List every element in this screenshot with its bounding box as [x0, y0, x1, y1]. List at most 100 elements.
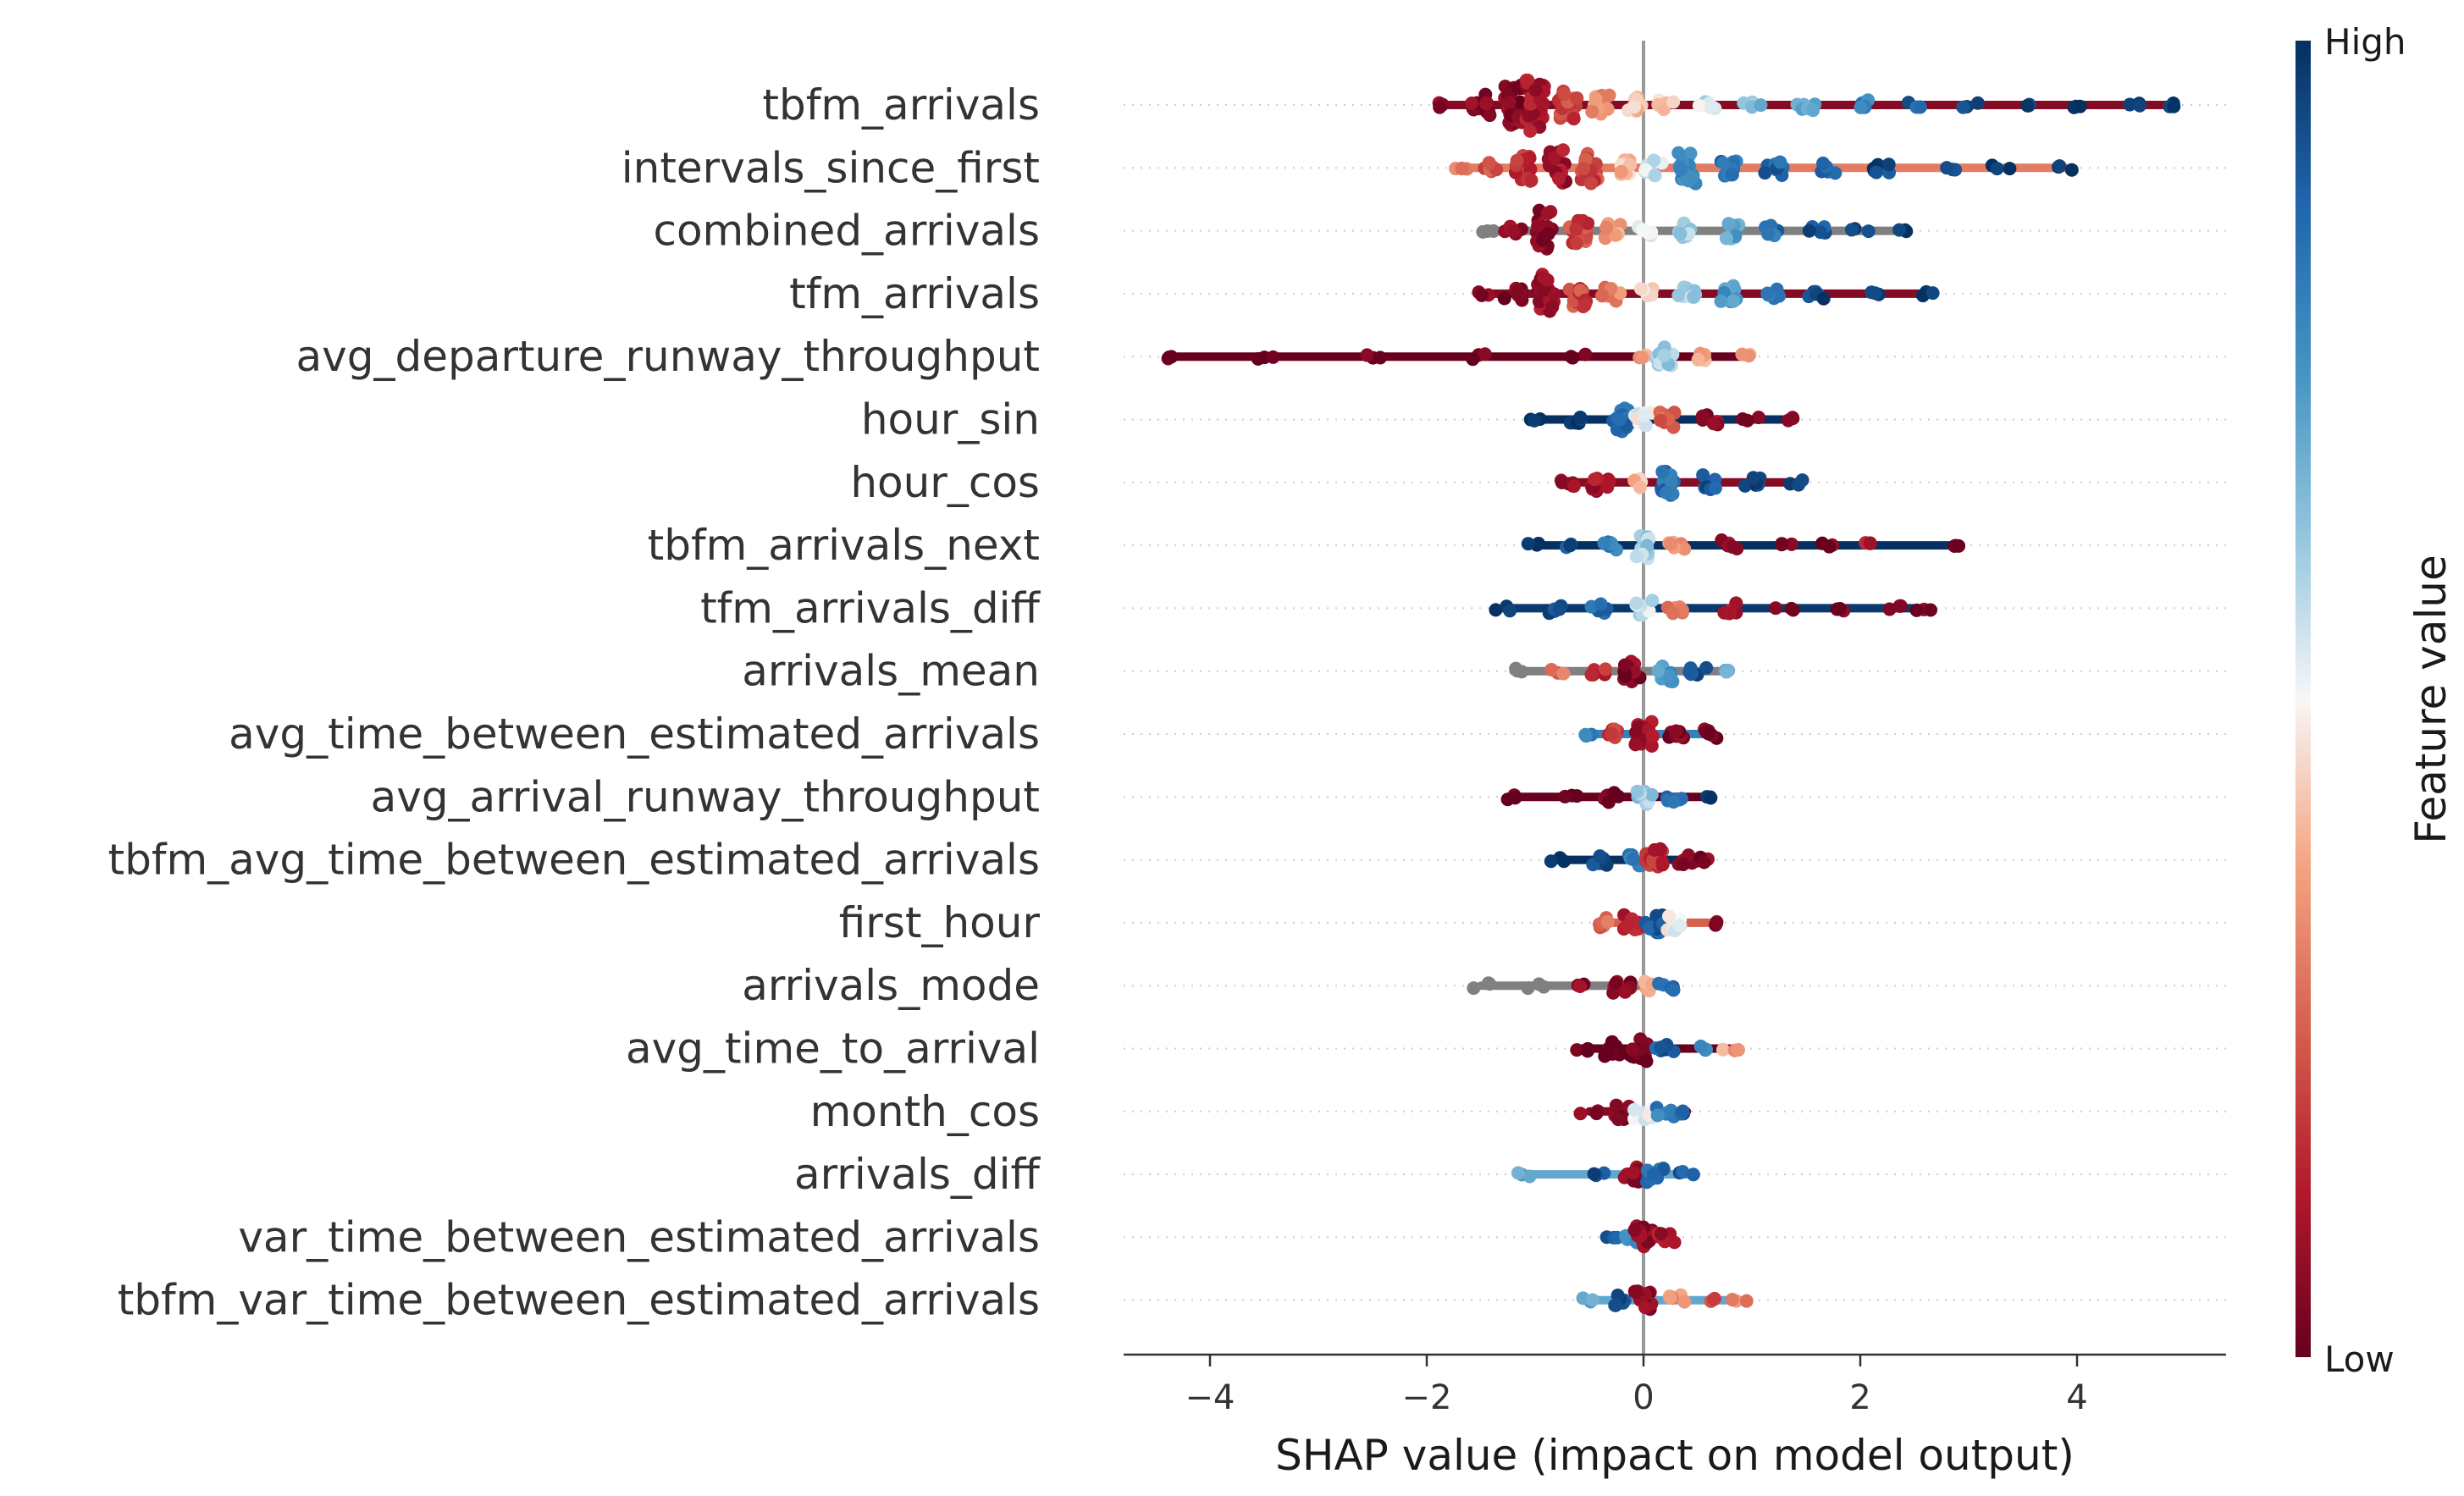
- shap-point: [1816, 156, 1831, 170]
- shap-point: [1633, 1032, 1648, 1046]
- shap-point: [1598, 662, 1612, 676]
- shap-point: [1566, 479, 1581, 494]
- feature-label: first_hour: [839, 898, 1041, 947]
- shap-point: [1601, 795, 1616, 809]
- shap-point: [1627, 1223, 1642, 1237]
- shap-point: [1642, 921, 1656, 936]
- shap-point: [2167, 99, 2181, 113]
- shap-point: [1738, 478, 1752, 493]
- shap-point: [1692, 98, 1706, 113]
- shap-point: [1650, 1108, 1665, 1123]
- shap-point: [1618, 985, 1633, 999]
- shap-point: [1676, 857, 1690, 871]
- shap-point: [1683, 661, 1698, 676]
- shap-point: [1523, 124, 1538, 138]
- shap-point: [1465, 96, 1479, 110]
- shap-points: [1161, 73, 2181, 1317]
- feature-label: avg_departure_runway_throughput: [296, 332, 1040, 381]
- shap-point: [1608, 228, 1622, 242]
- shap-point: [1618, 669, 1633, 683]
- shap-point: [1646, 1168, 1660, 1182]
- shap-point: [1524, 174, 1539, 188]
- shap-point: [1956, 100, 1970, 114]
- shap-point: [1597, 536, 1611, 550]
- shap-point: [1648, 842, 1662, 857]
- shap-point: [1893, 599, 1908, 613]
- shap-point: [1466, 352, 1480, 367]
- shap-point: [1573, 410, 1588, 424]
- shap-point: [1769, 601, 1783, 616]
- feature-label: tbfm_arrivals_next: [648, 521, 1040, 570]
- shap-point: [1587, 472, 1601, 487]
- feature-label: var_time_between_estimated_arrivals: [238, 1212, 1040, 1261]
- shap-point: [1637, 408, 1651, 422]
- shap-point: [1666, 795, 1681, 809]
- shap-point: [1587, 1167, 1601, 1181]
- shap-point: [1605, 727, 1619, 742]
- shap-point: [1588, 91, 1603, 106]
- shap-point: [1635, 223, 1649, 237]
- shap-point: [1710, 916, 1724, 930]
- shap-point: [1729, 596, 1743, 610]
- shap-point: [1664, 537, 1678, 551]
- shap-point: [1578, 727, 1593, 742]
- shap-point: [1626, 852, 1640, 866]
- shap-point: [1629, 1285, 1644, 1300]
- shap-point: [1573, 979, 1588, 993]
- shap-point: [1719, 665, 1733, 679]
- shap-point: [1830, 602, 1844, 616]
- shap-point: [1760, 286, 1775, 301]
- feature-label: avg_time_between_estimated_arrivals: [229, 709, 1040, 759]
- feature-label: tbfm_arrivals: [762, 80, 1040, 130]
- shap-point: [1266, 350, 1280, 364]
- shap-point: [1691, 352, 1705, 367]
- shap-point: [1781, 413, 1795, 428]
- shap-point: [1541, 227, 1555, 241]
- x-tick-label: −2: [1402, 1378, 1452, 1417]
- shap-point: [1617, 658, 1632, 672]
- shap-point: [1600, 1046, 1615, 1060]
- shap-point: [1671, 289, 1686, 303]
- shap-point: [1940, 161, 1954, 175]
- shap-point: [1654, 1227, 1668, 1241]
- shap-point: [1731, 1043, 1745, 1057]
- shap-point: [1521, 537, 1535, 551]
- shap-point: [1735, 347, 1749, 362]
- shap-point: [1511, 284, 1525, 298]
- x-axis-title: SHAP value (impact on model output): [1275, 1431, 2075, 1480]
- shap-point: [1478, 347, 1492, 362]
- shap-point: [1474, 288, 1489, 302]
- shap-point: [1704, 791, 1718, 805]
- feature-label: intervals_since_first: [622, 143, 1040, 192]
- shap-point: [1882, 602, 1897, 616]
- shap-point: [1593, 849, 1607, 864]
- shap-point: [1489, 603, 1503, 617]
- shap-point: [1569, 236, 1583, 251]
- shap-point: [1545, 300, 1560, 314]
- feature-label: avg_arrival_runway_throughput: [371, 772, 1040, 821]
- shap-point: [1500, 792, 1515, 807]
- shap-point: [1913, 100, 1927, 114]
- shap-point: [1740, 413, 1754, 428]
- shap-point: [1892, 223, 1907, 237]
- shap-point: [1657, 102, 1671, 117]
- shap-point: [1673, 227, 1688, 241]
- shap-point: [1570, 1043, 1584, 1057]
- shap-point: [1772, 289, 1787, 303]
- x-tick-label: 0: [1633, 1378, 1654, 1417]
- shap-point: [1511, 1166, 1525, 1180]
- shap-point: [1635, 351, 1649, 365]
- shap-point: [1784, 601, 1798, 616]
- shap-point: [1861, 224, 1876, 239]
- shap-point: [1952, 538, 1966, 553]
- shap-point: [1589, 1107, 1604, 1121]
- x-tick-label: −4: [1185, 1378, 1235, 1417]
- shap-point: [1784, 537, 1798, 551]
- shap-point: [1704, 99, 1719, 113]
- shap-point: [1715, 1042, 1730, 1057]
- shap-point: [1657, 348, 1671, 362]
- shap-point: [1696, 468, 1710, 483]
- shap-point: [1683, 146, 1698, 161]
- colorbar: [2295, 41, 2311, 1357]
- shap-point: [1666, 95, 1681, 109]
